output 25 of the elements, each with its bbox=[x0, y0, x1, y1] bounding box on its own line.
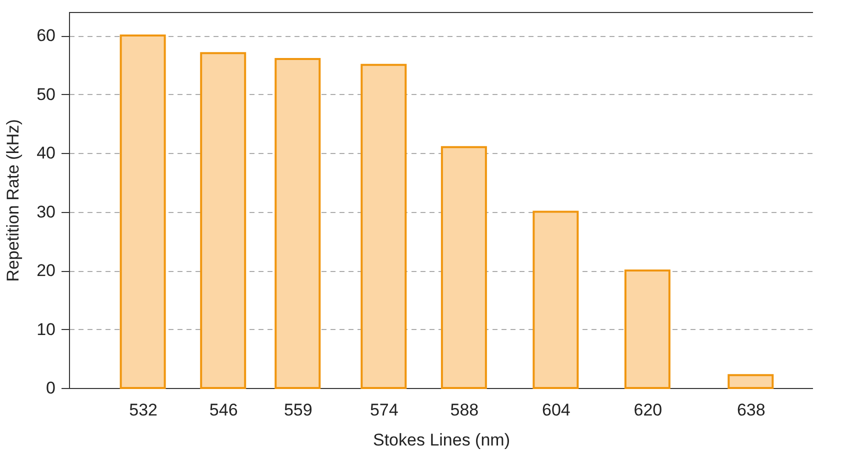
y-axis-title: Repetition Rate (kHz) bbox=[4, 119, 23, 282]
x-tick-label: 604 bbox=[542, 400, 570, 420]
x-tick-label: 620 bbox=[634, 400, 662, 420]
y-tick-label: 20 bbox=[36, 261, 56, 280]
x-tick-label: 532 bbox=[129, 400, 158, 420]
bar bbox=[120, 34, 166, 389]
x-tick-label: 559 bbox=[284, 400, 312, 420]
y-tick-label: 0 bbox=[46, 378, 56, 398]
bar bbox=[360, 64, 407, 389]
bar bbox=[532, 210, 579, 389]
y-tick-label: 30 bbox=[36, 202, 56, 222]
bar bbox=[624, 270, 670, 389]
y-tick-label: 60 bbox=[36, 26, 56, 45]
x-tick-label: 574 bbox=[370, 400, 398, 420]
x-tick-label: 546 bbox=[209, 400, 238, 420]
y-tick-label: 10 bbox=[36, 320, 56, 339]
bar bbox=[274, 58, 321, 389]
x-tick-label: 638 bbox=[736, 400, 766, 420]
x-tick-label: 588 bbox=[450, 400, 479, 420]
y-tick-label: 40 bbox=[36, 144, 56, 162]
bar bbox=[728, 374, 774, 389]
bar bbox=[440, 146, 487, 389]
bar bbox=[200, 52, 246, 389]
x-axis-title: Stokes Lines (nm) bbox=[373, 430, 510, 450]
y-tick-label: 50 bbox=[36, 84, 56, 104]
